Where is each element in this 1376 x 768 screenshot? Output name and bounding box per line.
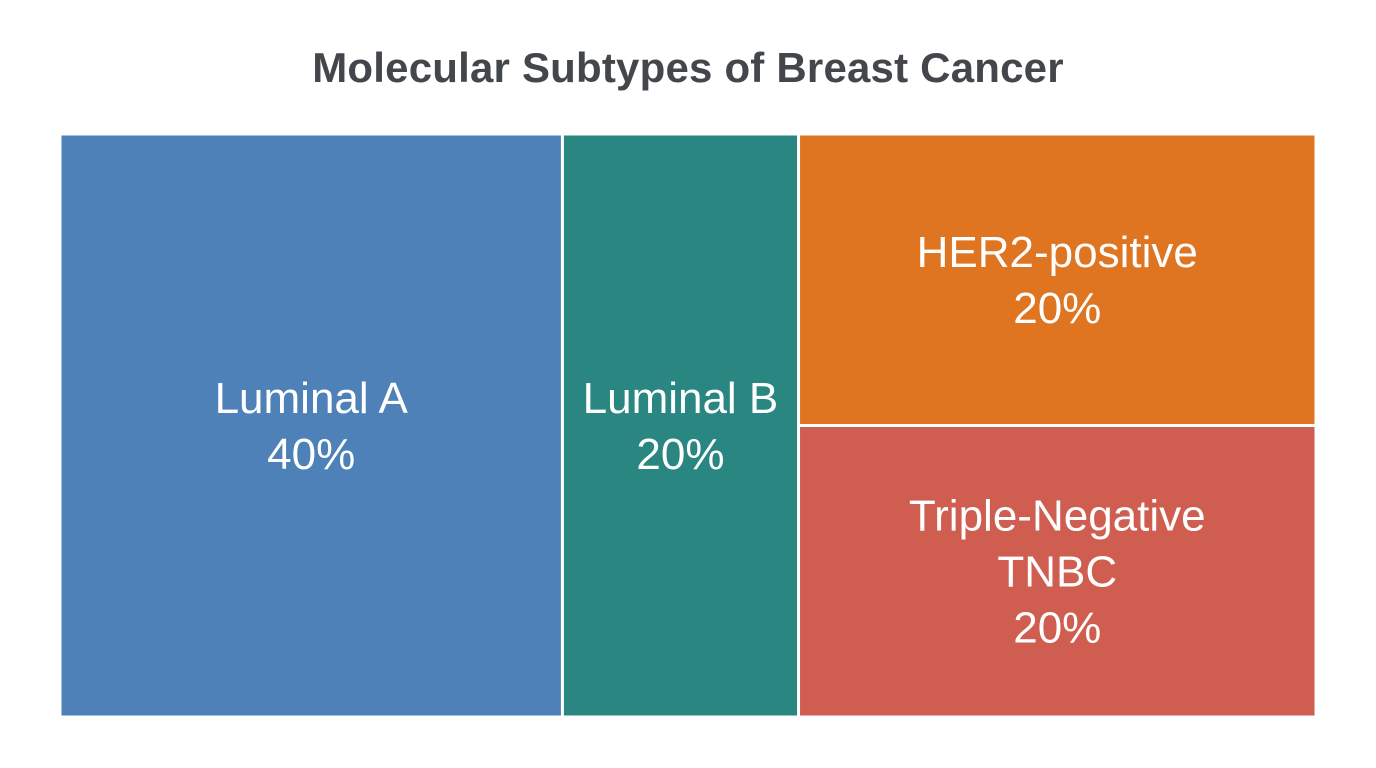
treemap-label-triple-negative-tnbc-line-3: 20% (1013, 604, 1101, 653)
treemap-rect-her2-positive (800, 135, 1315, 424)
treemap-tile-luminal-b: Luminal B 20% (563, 135, 798, 716)
treemap-rect-luminal-b (563, 135, 798, 716)
treemap-label-her2-positive-line-1: HER2-positive (917, 228, 1198, 277)
treemap-tile-luminal-a: Luminal A 40% (61, 135, 561, 716)
treemap-rect-luminal-a (61, 135, 561, 716)
treemap-tile-triple-negative-tnbc: Triple-Negative TNBC 20% (800, 427, 1315, 716)
chart-title: Molecular Subtypes of Breast Cancer (312, 44, 1064, 91)
treemap-label-luminal-a-line-2: 40% (267, 430, 355, 479)
treemap-label-luminal-b-line-2: 20% (636, 430, 724, 479)
treemap-tile-her2-positive: HER2-positive 20% (800, 135, 1315, 424)
treemap-label-luminal-b-line-1: Luminal B (583, 374, 779, 423)
treemap-label-triple-negative-tnbc-line-2: TNBC (997, 548, 1117, 597)
treemap-label-her2-positive-line-2: 20% (1013, 284, 1101, 333)
treemap-label-triple-negative-tnbc-line-1: Triple-Negative (909, 492, 1206, 541)
treemap-label-luminal-a-line-1: Luminal A (215, 374, 409, 423)
treemap-rect-triple-negative-tnbc (800, 427, 1315, 716)
